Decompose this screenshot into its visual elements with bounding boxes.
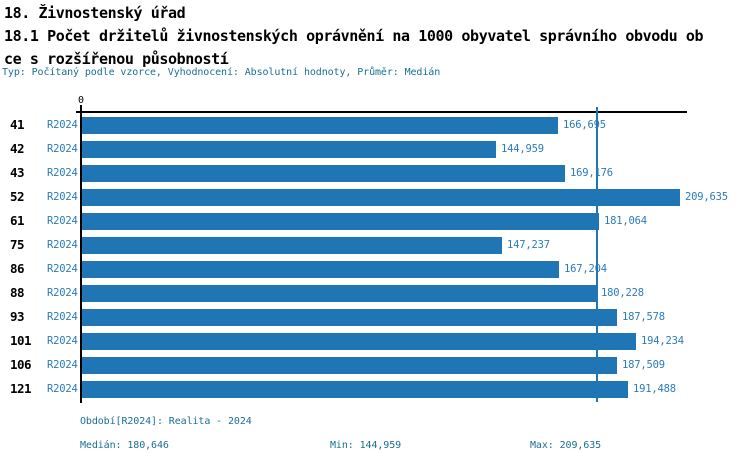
- footer-min-value: Min: 144,959: [330, 440, 402, 451]
- chart-row: 41 R2024 166,695: [0, 113, 750, 137]
- row-category-label: 43: [10, 165, 25, 180]
- chart-title-line2: ce s rozšířenou působností: [4, 50, 229, 68]
- value-bar: [82, 308, 617, 326]
- bar-value-label: 169,176: [570, 167, 613, 179]
- value-bar: [82, 188, 680, 206]
- row-category-label: 61: [10, 213, 25, 228]
- chart-row: 93 R2024 187,578: [0, 305, 750, 329]
- value-bar: [82, 140, 496, 158]
- bar-chart-rows: 41 R2024 166,695 42 R2024 144,959 43 R2024 169,1…: [0, 113, 750, 401]
- value-bar: [82, 284, 596, 302]
- bar-value-label: 167,204: [564, 263, 607, 275]
- chart-row: 61 R2024 181,064: [0, 209, 750, 233]
- row-category-label: 41: [10, 117, 25, 132]
- chart-row: 86 R2024 167,204: [0, 257, 750, 281]
- row-category-label: 93: [10, 309, 25, 324]
- row-series-label: R2024: [47, 359, 78, 371]
- value-bar: [82, 236, 502, 254]
- bar-value-label: 209,635: [685, 191, 728, 203]
- footer-median-value: Medián: 180,646: [80, 440, 169, 451]
- chart-row: 121 R2024 191,488: [0, 377, 750, 401]
- row-series-label: R2024: [47, 335, 78, 347]
- row-category-label: 121: [10, 381, 32, 396]
- chart-row: 106 R2024 187,509: [0, 353, 750, 377]
- bar-value-label: 191,488: [633, 383, 676, 395]
- bar-value-label: 187,509: [622, 359, 665, 371]
- value-bar: [82, 164, 565, 182]
- row-category-label: 106: [10, 357, 32, 372]
- chart-row: 88 R2024 180,228: [0, 281, 750, 305]
- bar-value-label: 181,064: [604, 215, 647, 227]
- row-series-label: R2024: [47, 239, 78, 251]
- value-bar: [82, 212, 599, 230]
- row-series-label: R2024: [47, 263, 78, 275]
- y-axis-line: [80, 105, 82, 403]
- report-section-title: 18. Živnostenský úřad: [4, 4, 186, 22]
- x-axis-zero-tick-label: 0: [77, 95, 85, 106]
- bar-value-label: 144,959: [501, 143, 544, 155]
- value-bar: [82, 356, 617, 374]
- footer-period-label: Období[R2024]: Realita - 2024: [80, 416, 252, 427]
- row-series-label: R2024: [47, 191, 78, 203]
- chart-row: 42 R2024 144,959: [0, 137, 750, 161]
- row-series-label: R2024: [47, 383, 78, 395]
- bar-value-label: 187,578: [622, 311, 665, 323]
- row-series-label: R2024: [47, 167, 78, 179]
- value-bar: [82, 332, 636, 350]
- row-category-label: 52: [10, 189, 25, 204]
- footer-max-value: Max: 209,635: [530, 440, 602, 451]
- row-category-label: 86: [10, 261, 25, 276]
- value-bar: [82, 260, 559, 278]
- row-series-label: R2024: [47, 215, 78, 227]
- row-series-label: R2024: [47, 311, 78, 323]
- value-bar: [82, 116, 558, 134]
- row-series-label: R2024: [47, 287, 78, 299]
- x-axis-line: [76, 111, 687, 113]
- chart-row: 52 R2024 209,635: [0, 185, 750, 209]
- chart-row: 75 R2024 147,237: [0, 233, 750, 257]
- median-reference-line: [596, 107, 598, 402]
- row-category-label: 75: [10, 237, 25, 252]
- row-category-label: 101: [10, 333, 32, 348]
- row-category-label: 42: [10, 141, 25, 156]
- value-bar: [82, 380, 628, 398]
- chart-row: 101 R2024 194,234: [0, 329, 750, 353]
- bar-value-label: 166,695: [563, 119, 606, 131]
- row-series-label: R2024: [47, 143, 78, 155]
- chart-title-line1: 18.1 Počet držitelů živnostenských opráv…: [4, 27, 704, 45]
- bar-value-label: 194,234: [641, 335, 684, 347]
- row-category-label: 88: [10, 285, 25, 300]
- chart-meta-info: Typ: Počítaný podle vzorce, Vyhodnocení:…: [2, 67, 441, 78]
- row-series-label: R2024: [47, 119, 78, 131]
- bar-value-label: 147,237: [507, 239, 550, 251]
- chart-row: 43 R2024 169,176: [0, 161, 750, 185]
- bar-value-label: 180,228: [601, 287, 644, 299]
